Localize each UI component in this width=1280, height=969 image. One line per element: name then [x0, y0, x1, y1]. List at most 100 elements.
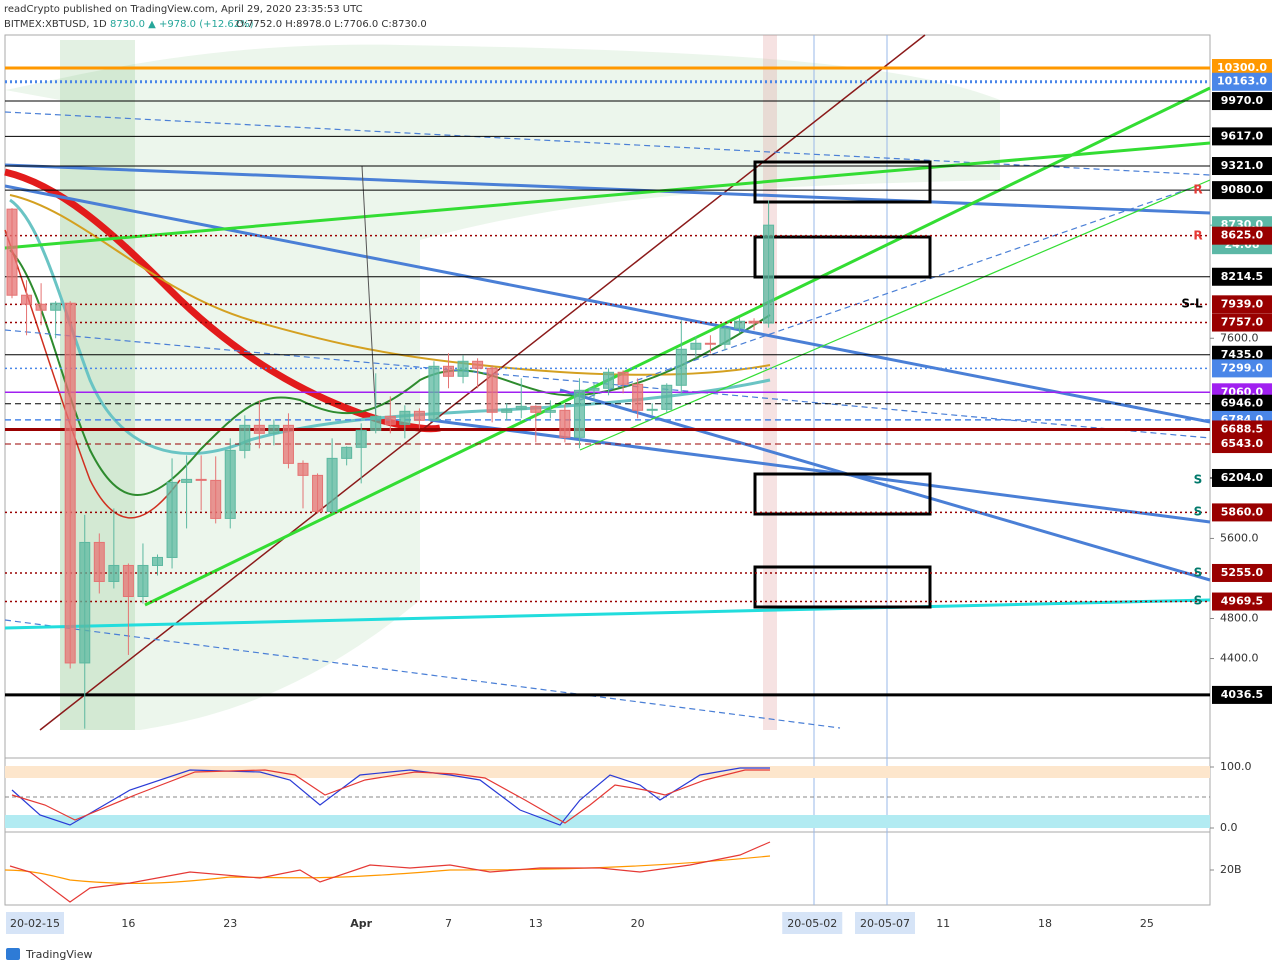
y-tick-label: 4400.0	[1220, 652, 1259, 665]
level-label: 7939.0	[1221, 297, 1264, 310]
candle-body	[370, 415, 382, 431]
level-box	[1212, 92, 1272, 111]
level-label: 9617.0	[1221, 129, 1264, 142]
candle-body	[355, 429, 367, 448]
x-tick-label: 20	[631, 917, 645, 930]
level-box	[1212, 592, 1272, 611]
candle-body	[690, 342, 702, 350]
candle-body	[530, 405, 542, 413]
ma-yellow	[9, 194, 771, 376]
y-tick-label: 4800.0	[1220, 612, 1259, 625]
level-box	[1212, 313, 1272, 332]
candle-body	[748, 320, 760, 324]
level-box	[1212, 157, 1272, 176]
candle-body	[544, 409, 556, 413]
level-box	[1212, 394, 1272, 413]
x-tick-label: 7	[445, 917, 452, 930]
level-label: 4036.5	[1221, 688, 1263, 701]
obv	[9, 841, 771, 903]
x-tick-label: 18	[1038, 917, 1052, 930]
candle-body	[137, 564, 149, 597]
candle-body	[734, 320, 745, 329]
trendline	[4, 111, 1211, 176]
cloud	[5, 44, 1000, 731]
level-label: 9321.0	[1221, 159, 1264, 172]
level-label: 6688.5	[1221, 422, 1263, 435]
trendline	[4, 141, 1211, 250]
level-box	[1212, 420, 1272, 439]
zone-box	[753, 565, 932, 609]
candle-body	[675, 348, 687, 386]
level-box	[1212, 59, 1272, 78]
oversold-band	[5, 815, 1210, 828]
candle-body	[21, 294, 33, 305]
candle-body	[457, 360, 469, 377]
candle-body	[515, 405, 527, 410]
candle-body	[297, 462, 309, 476]
trendline	[559, 388, 1211, 582]
stoch-tick-label: 0.0	[1220, 821, 1238, 834]
trendline	[4, 163, 1211, 215]
trendline	[579, 179, 1211, 451]
x-tick-label: 20-05-02	[787, 917, 837, 930]
candle-body	[384, 415, 396, 425]
marker: S	[1194, 473, 1203, 487]
level-label: 7757.0	[1221, 316, 1264, 329]
candle-body	[79, 541, 91, 664]
marker: S	[1194, 566, 1203, 580]
cursor-box	[6, 912, 64, 934]
candle-body	[501, 408, 513, 413]
level-box	[1212, 503, 1272, 522]
level-box	[1212, 226, 1272, 245]
candle-body	[472, 360, 484, 369]
candle-body	[253, 424, 265, 434]
y-tick-label: 7600.0	[1220, 331, 1259, 344]
level-box	[1212, 345, 1272, 364]
candle-body	[399, 410, 411, 425]
candle-body	[763, 224, 775, 324]
marker: S	[1194, 594, 1203, 608]
level-box	[1212, 295, 1272, 314]
candle-body	[486, 367, 498, 413]
stoch-d	[11, 769, 770, 824]
level-label: 10163.0	[1217, 75, 1267, 88]
level-label: 6946.0	[1221, 397, 1264, 410]
footer-bar	[0, 940, 1280, 969]
candle-body	[35, 303, 47, 311]
zone-box	[753, 160, 932, 204]
x-tick-label: Apr	[350, 917, 372, 930]
candle-body	[312, 474, 324, 512]
candle-body	[108, 564, 120, 582]
candle-body	[603, 371, 615, 389]
candle-body	[268, 424, 280, 434]
candle-body	[559, 409, 571, 438]
overlays	[4, 34, 1211, 905]
stoch-pane	[4, 766, 1210, 903]
symbol: BITMEX:XBTUSD, 1D	[4, 19, 107, 30]
candle-body	[224, 449, 236, 519]
level-label: 5255.0	[1221, 566, 1264, 579]
level-label: 10300.0	[1217, 61, 1267, 74]
stoch-tick-label: 100.0	[1220, 760, 1252, 773]
level-label: 7299.0	[1221, 361, 1264, 374]
level-box	[1212, 563, 1272, 582]
publisher: readCrypto published on TradingView.com,…	[4, 4, 363, 15]
overbought-band	[5, 766, 1210, 778]
candle-body	[661, 384, 673, 410]
candle-body	[413, 410, 425, 421]
candle-body	[428, 365, 440, 421]
candle-body	[166, 481, 178, 558]
marker: R	[1193, 229, 1202, 243]
marker: S	[1194, 505, 1203, 519]
marker: S-L	[1181, 297, 1203, 311]
level-label: 6543.0	[1221, 437, 1264, 450]
candle-body	[632, 383, 644, 411]
candle-body	[64, 302, 76, 664]
level-label: 8214.5	[1221, 270, 1263, 283]
trendline	[39, 34, 926, 731]
x-tick-label: 25	[1140, 917, 1154, 930]
level-label: 5860.0	[1221, 505, 1264, 518]
candle-body	[704, 342, 716, 345]
dynamic: 16 23 Apr 7 13 20 20-05-02 20-05-07 11 18 25 20-02-…	[5, 59, 1272, 934]
